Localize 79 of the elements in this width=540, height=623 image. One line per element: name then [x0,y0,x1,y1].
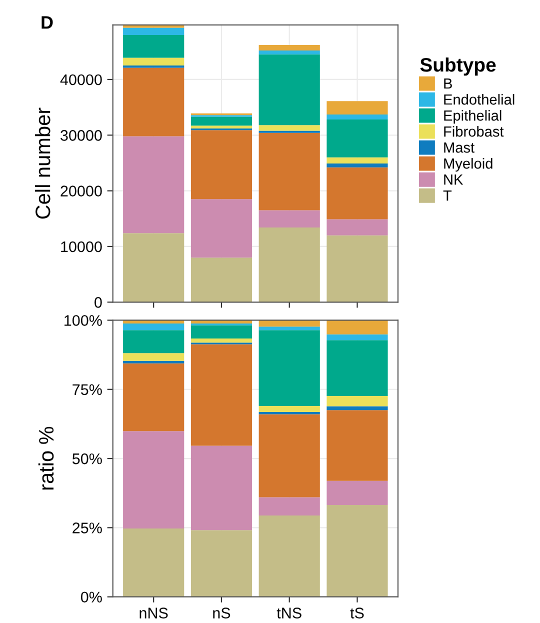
legend-label: B [444,78,452,89]
bar [123,136,184,234]
bar [258,406,320,412]
y-tick-label: 25% [72,522,102,534]
x-tick-label: nS [213,608,230,618]
x-tick-label: tS [350,608,364,618]
bar [190,116,252,126]
bar [258,228,320,302]
bar [190,338,252,343]
bar [326,219,388,236]
y-tick-label: 20000 [60,186,102,196]
bar [326,164,388,168]
legend-label: NK [444,174,464,185]
bar [258,516,320,597]
y-axis-title: ratio % [38,426,54,490]
y-tick-label: 100% [64,315,102,326]
bar [190,126,252,128]
x-tick-label: nNS [140,608,168,618]
bar [326,406,388,410]
bar [123,34,184,58]
bar [190,199,252,258]
bar [326,157,388,164]
bar [258,330,320,406]
y-tick-label: 30000 [60,130,102,141]
bar [258,414,320,498]
bar [326,334,388,340]
bar [190,325,252,338]
bar [326,101,388,115]
bar [123,25,184,28]
legend-label: Endothelial [444,94,514,105]
bar [258,50,320,54]
bar [190,344,252,446]
bar [258,54,320,126]
y-tick-label: 10000 [61,241,102,252]
bar [123,353,184,361]
y-tick-label: 0% [80,592,102,603]
bar [123,58,184,66]
x-tick-label: tNS [276,608,302,618]
bar [258,326,320,330]
bar [326,320,388,334]
bar [258,44,320,51]
bar [123,324,184,330]
text: D [42,16,53,29]
y-tick-label: 0 [94,297,102,308]
bar [123,360,184,364]
bar [123,363,184,432]
bar [190,258,252,302]
bar [123,68,184,136]
y-tick-label: 50% [72,453,102,464]
bar [326,396,388,406]
bar [326,235,388,302]
bar [123,431,184,529]
bar [190,130,252,200]
bar [258,497,320,516]
legend-label: T [443,190,452,201]
bar [123,330,184,354]
bar [326,480,388,505]
legend-label: Fibrobast [444,126,504,137]
bar [326,167,388,220]
y-tick-label: 40000 [60,74,102,86]
bar [258,210,320,228]
y-axis-title: Cell number [34,108,50,219]
bar [258,125,320,131]
bar [123,233,184,302]
legend-label: Myeloid [444,158,492,172]
bar [123,528,184,597]
bar [326,505,388,597]
bar [258,132,320,210]
bar [190,446,252,530]
bar [326,114,388,120]
bar [123,28,184,35]
bar [326,120,388,158]
legend-label: Mast [444,142,474,153]
legend-label: Epithelial [444,110,502,124]
bar [326,410,388,481]
y-tick-label: 75% [72,384,102,396]
bar [326,340,388,396]
legend-title: Subtype [420,57,496,76]
bar [190,530,252,597]
